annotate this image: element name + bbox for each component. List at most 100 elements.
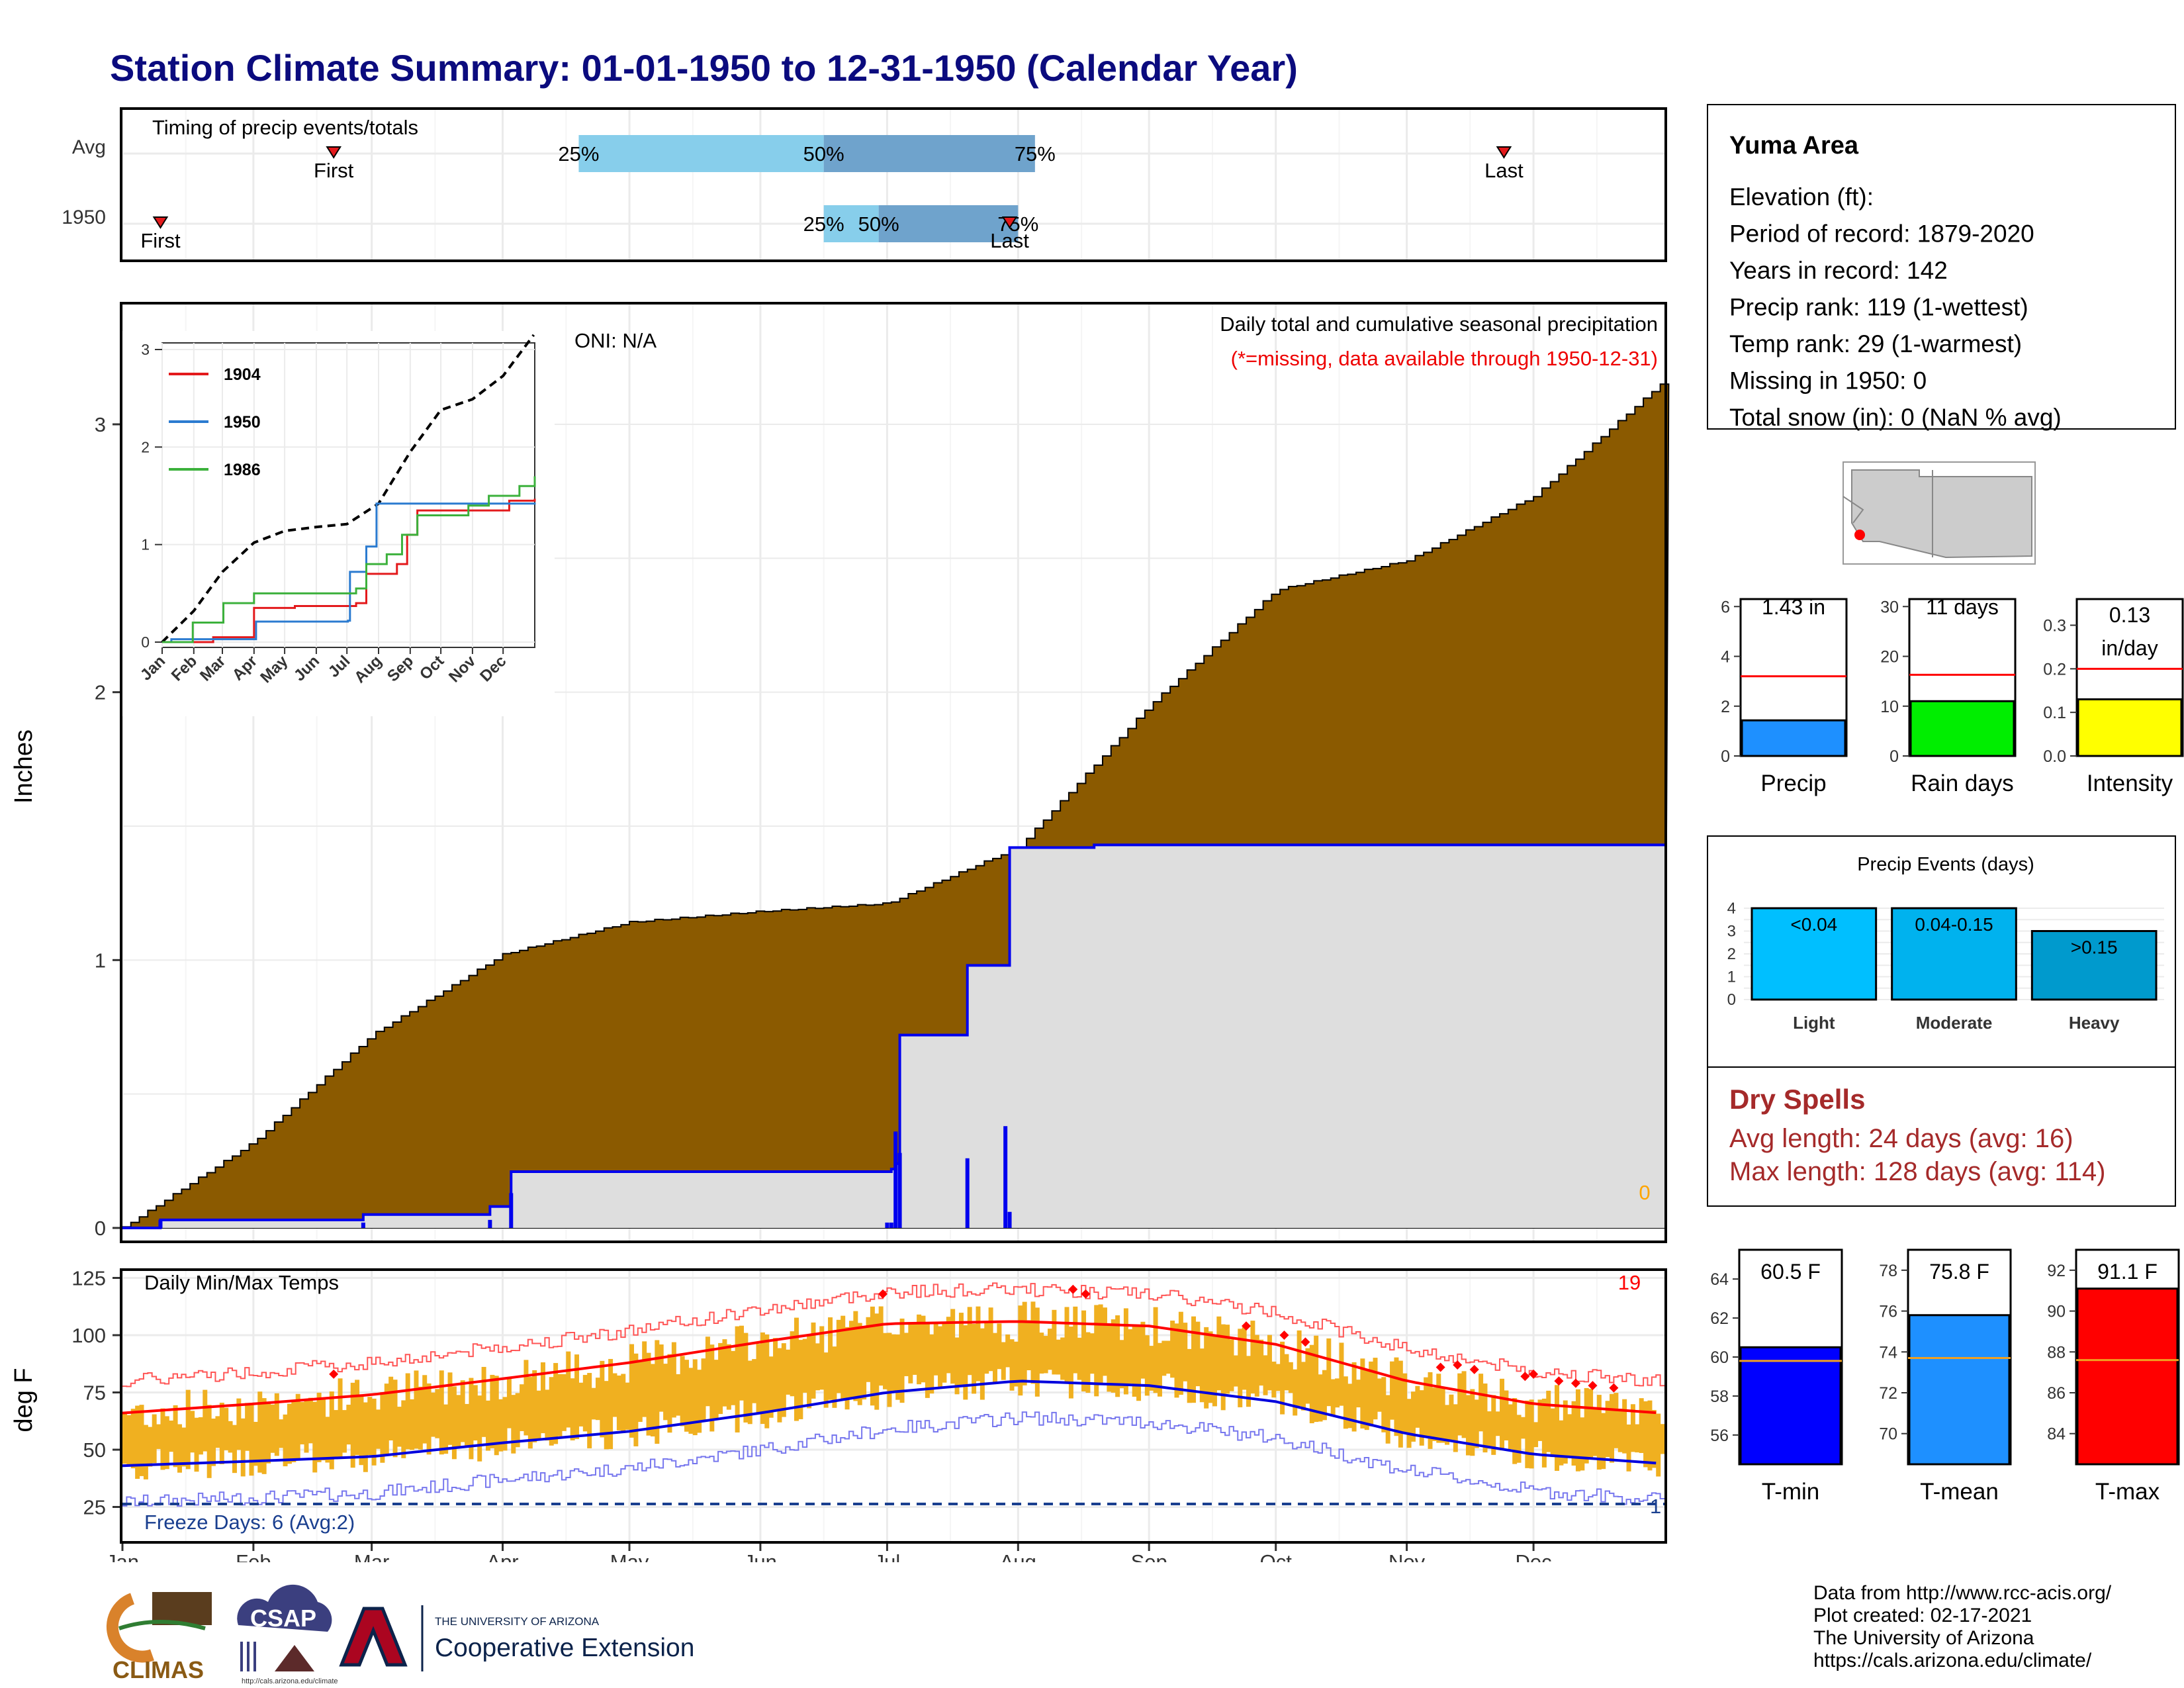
ua-logo: THE UNIVERSITY OF ARIZONA Cooperative Ex…	[339, 1605, 694, 1671]
daily-temp-bar	[697, 1370, 702, 1433]
daily-temp-bar	[249, 1404, 254, 1476]
daily-temp-bar	[169, 1421, 174, 1452]
daily-temp-range-bars	[122, 1301, 1665, 1479]
timing-row-label-year: 1950	[62, 207, 106, 228]
daily-temp-bar	[473, 1385, 478, 1441]
temp-bar-tick-label: 84	[2047, 1425, 2066, 1444]
daily-temp-bar	[1128, 1329, 1133, 1384]
daily-temp-bar	[232, 1425, 237, 1474]
daily-temp-bar	[1111, 1319, 1116, 1393]
daily-temp-bar	[1445, 1405, 1450, 1445]
daily-temp-bar	[376, 1409, 381, 1449]
daily-temp-bar	[781, 1343, 786, 1417]
daily-temp-bar	[1555, 1385, 1560, 1471]
daily-temp-bar	[185, 1389, 191, 1470]
daily-temp-bar	[574, 1354, 580, 1439]
observed-cumulative-area	[122, 845, 1664, 1228]
daily-temp-bar	[1559, 1420, 1564, 1466]
daily-temp-bar	[1187, 1348, 1192, 1403]
temp-bar-tick-label: 86	[2047, 1384, 2066, 1403]
daily-temp-bar	[1479, 1374, 1484, 1432]
daily-temp-bar	[1115, 1315, 1120, 1397]
daily-temp-bar	[756, 1344, 761, 1413]
daily-temp-bar	[426, 1383, 432, 1455]
events-tick-label: 0	[1727, 991, 1736, 1009]
daily-temp-bar	[1639, 1398, 1644, 1453]
page-title: Station Climate Summary: 01-01-1950 to 1…	[110, 47, 1298, 89]
daily-temp-bar	[1617, 1408, 1623, 1452]
daily-temp-bar	[215, 1416, 220, 1448]
mini-bar-value-label: 11 days	[1926, 595, 1999, 619]
daily-temp-bar	[802, 1338, 807, 1393]
record-marker	[1242, 1321, 1251, 1331]
daily-temp-bar	[1085, 1332, 1091, 1393]
daily-temp-bar	[1098, 1304, 1103, 1385]
inset-legend-label: 1904	[224, 365, 261, 384]
daily-temp-bar	[625, 1382, 630, 1430]
daily-temp-bar	[1647, 1400, 1653, 1471]
daily-temp-bar	[300, 1401, 305, 1444]
mini-bar-tick-label: 4	[1721, 648, 1730, 667]
timing-last-marker	[1496, 146, 1512, 159]
inset-series-line	[162, 502, 536, 643]
events-category-label: Light	[1793, 1013, 1835, 1033]
daily-temp-bar	[874, 1313, 880, 1410]
daily-temp-bar	[1605, 1401, 1610, 1458]
csap-text: CSAP	[250, 1605, 316, 1632]
daily-temp-bar	[1056, 1339, 1061, 1375]
daily-temp-bar	[1293, 1369, 1298, 1416]
daily-temp-bar	[380, 1392, 385, 1463]
daily-precip-bar	[361, 1222, 365, 1228]
credit-line: https://cals.arizona.edu/climate/	[1813, 1650, 2092, 1671]
daily-temp-bar	[1149, 1346, 1154, 1391]
daily-temp-bar	[891, 1334, 896, 1391]
daily-temp-bar	[240, 1418, 246, 1477]
daily-temp-bar	[553, 1363, 559, 1444]
daily-temp-bar	[439, 1370, 444, 1455]
daily-temp-bar	[451, 1386, 457, 1460]
daily-temp-bar	[1343, 1376, 1348, 1429]
record-marker	[1588, 1381, 1598, 1391]
mini-bar-tick-label: 0	[1721, 747, 1730, 766]
precip-ylabel: Inches	[10, 729, 38, 804]
climas-logo: CLIMAS	[106, 1592, 212, 1683]
daily-temp-bar	[680, 1356, 685, 1427]
daily-temp-bar	[587, 1373, 592, 1448]
daily-temp-bar	[1529, 1399, 1534, 1469]
daily-temp-bar	[637, 1361, 643, 1423]
station-details: Elevation (ft): Period of record: 1879-20…	[1729, 183, 2062, 431]
ua-big-text: Cooperative Extension	[435, 1634, 694, 1662]
daily-temp-bar	[1394, 1357, 1399, 1436]
daily-temp-bar	[747, 1360, 752, 1425]
mini-bar-tick-label: 6	[1721, 598, 1730, 616]
inset-series-line	[162, 476, 536, 643]
daily-temp-bar	[1233, 1355, 1238, 1387]
daily-temp-bar	[1491, 1395, 1496, 1455]
mini-bar-label: Precip	[1760, 771, 1826, 796]
dry-spells-avg: Avg length: 24 days (avg: 16)	[1729, 1124, 2073, 1153]
temp-bar-tick-label: 58	[1710, 1387, 1729, 1406]
daily-temp-bar	[396, 1407, 402, 1447]
daily-temp-bar	[279, 1419, 284, 1448]
inset-ytick-label: 1	[141, 536, 150, 553]
timing-first-marker	[152, 216, 169, 229]
daily-temp-bar	[582, 1375, 588, 1432]
timing-first-label: First	[314, 159, 354, 182]
station-location-marker	[1854, 530, 1865, 540]
daily-temp-bar	[164, 1416, 169, 1470]
daily-temp-bar	[334, 1410, 339, 1458]
daily-precip-bar	[885, 1222, 889, 1228]
daily-temp-bar	[181, 1427, 187, 1467]
temp-xtick-label: Jan	[106, 1550, 139, 1562]
daily-temp-bar	[1229, 1339, 1234, 1391]
station-detail-line: Years in record: 142	[1729, 257, 1948, 284]
record-marker	[1300, 1337, 1310, 1347]
daily-temp-bar	[1077, 1337, 1082, 1380]
csap-url: http://cals.arizona.edu/climate	[242, 1677, 338, 1685]
inset-series-line	[162, 498, 536, 643]
daily-precip-bar	[893, 1131, 898, 1228]
daily-temp-bar	[1575, 1389, 1580, 1472]
events-bar-label: 0.04-0.15	[1915, 914, 1993, 935]
daily-temp-bar	[1043, 1336, 1048, 1374]
events-bar-label: <0.04	[1790, 914, 1837, 935]
